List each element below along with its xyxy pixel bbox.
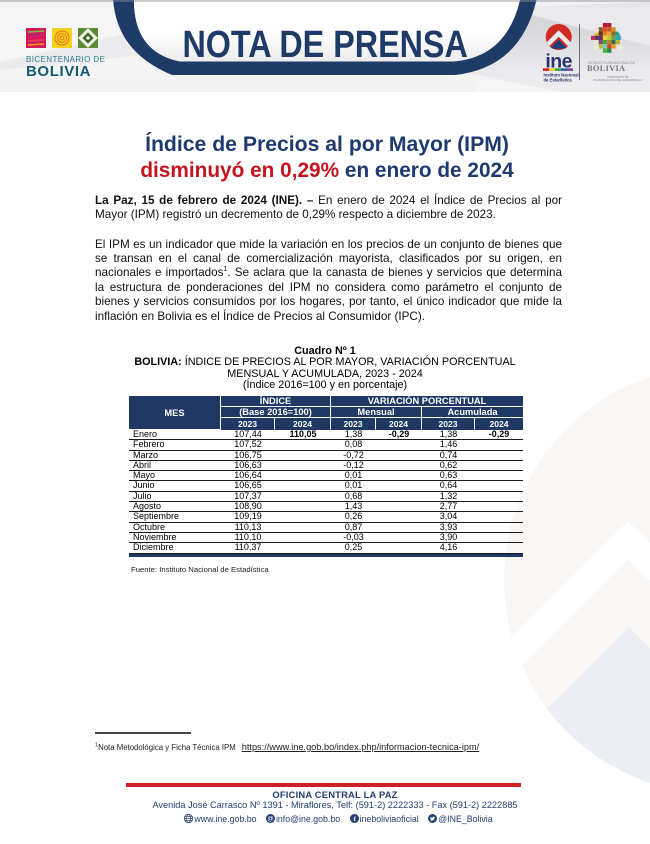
- svg-text:@: @: [267, 815, 273, 822]
- svg-text:f: f: [353, 816, 356, 823]
- svg-text:ine: ine: [545, 51, 572, 73]
- svg-text:de Estadística: de Estadística: [544, 77, 573, 82]
- svg-text:Instituto Nacional: Instituto Nacional: [544, 73, 579, 78]
